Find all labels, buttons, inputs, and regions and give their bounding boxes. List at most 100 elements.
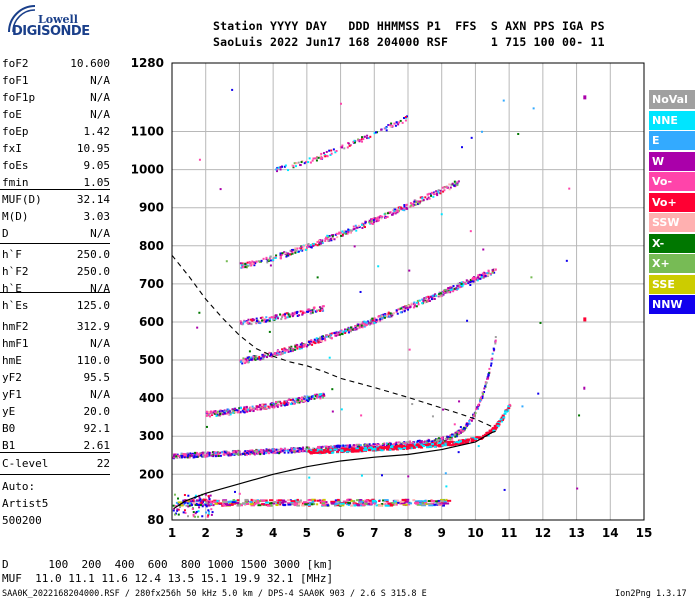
noise-echo — [466, 319, 469, 322]
es-echo — [347, 501, 351, 504]
es-echo — [244, 501, 249, 504]
f2-o-echo — [204, 455, 207, 458]
f2-o-echo — [203, 451, 206, 454]
f2-o-echo — [318, 445, 321, 448]
y-tick-label: 800 — [139, 239, 164, 253]
es-echo — [266, 504, 271, 507]
f2-o-echo — [448, 435, 451, 438]
f2-x-echo — [496, 424, 500, 427]
spread-echo — [264, 407, 267, 410]
f2-o-echo — [249, 451, 252, 454]
f2-o-echo — [202, 455, 205, 458]
f2-o-echo — [437, 438, 440, 441]
f2-3hop-echo — [345, 230, 348, 233]
spread-echo — [246, 407, 249, 410]
es-echo — [226, 504, 232, 507]
f2-2hop-echo — [439, 295, 442, 298]
param-value: N/A — [90, 337, 110, 350]
spread-echo — [239, 410, 242, 413]
clutter-echo — [209, 503, 212, 506]
f2-2hop-echo — [405, 305, 408, 308]
spread-echo — [281, 314, 284, 317]
f2-x-echo — [447, 444, 451, 447]
f2-o-echo — [362, 446, 365, 449]
es-echo — [241, 502, 247, 505]
f2-4hop-echo — [277, 166, 280, 169]
f2-o-echo — [471, 418, 474, 421]
spread-echo — [238, 407, 241, 410]
f2-3hop-echo — [430, 191, 433, 194]
es-echo — [179, 504, 184, 507]
spread-echo — [268, 316, 271, 319]
es-echo — [408, 502, 413, 505]
f2-3hop-echo — [428, 192, 431, 195]
clutter-echo — [200, 501, 203, 504]
param-separator — [0, 292, 110, 293]
param-name: B0 — [2, 422, 16, 435]
spread-echo — [319, 309, 322, 312]
f2-o-echo — [232, 450, 235, 453]
f2-4hop-echo — [385, 129, 388, 132]
f2-o-echo — [237, 451, 240, 454]
f2-3hop-echo — [435, 190, 438, 193]
f2-o-echo — [253, 449, 256, 452]
f2-x-echo — [450, 444, 454, 447]
f2-x-echo — [463, 440, 467, 443]
f2-o-echo — [494, 336, 497, 339]
spread-echo — [267, 405, 270, 408]
param-yf2: yF2 95.5 — [2, 371, 110, 386]
spread-echo — [279, 400, 282, 403]
f2-o-echo — [454, 435, 457, 438]
es-echo — [428, 504, 433, 507]
es-echo — [426, 502, 432, 505]
f2-o-echo — [315, 447, 318, 450]
f2-2hop-echo — [421, 298, 424, 301]
f2-2hop-echo — [246, 356, 249, 359]
legend-item-ssw: SSW — [649, 213, 695, 232]
f2-o-echo — [276, 451, 279, 454]
es-echo — [287, 499, 291, 502]
f2-2hop-echo — [247, 358, 250, 361]
f2-3hop-echo — [297, 250, 300, 253]
es-echo — [280, 501, 285, 504]
f2-3hop-echo — [396, 210, 399, 213]
x-tick-label: 1 — [168, 526, 176, 540]
f2-3hop-echo — [453, 184, 456, 187]
x-tick-label: 14 — [602, 526, 619, 540]
f2-o-echo — [336, 448, 339, 451]
f2-3hop-echo — [274, 255, 277, 258]
f2-x-echo — [490, 430, 494, 433]
f2-o-echo — [180, 452, 183, 455]
f2-2hop-echo — [310, 341, 313, 344]
noise-echo — [521, 405, 524, 408]
param-hme: hmE 110.0 — [2, 354, 110, 369]
f2-2hop-echo — [416, 299, 419, 302]
f2-2hop-echo — [491, 271, 494, 274]
f2-3hop-echo — [308, 245, 311, 248]
f2-2hop-echo — [460, 284, 463, 287]
clutter-echo — [177, 508, 180, 511]
f2-o-echo — [240, 453, 243, 456]
f2-2hop-echo — [262, 354, 265, 357]
spread-echo — [303, 400, 306, 403]
param-he: h`E N/A — [2, 282, 110, 297]
param-value: 125.0 — [76, 299, 110, 312]
es-echo — [439, 500, 444, 503]
f2-o-echo — [200, 454, 203, 457]
f2-o-echo — [269, 450, 272, 453]
f2-4hop-echo — [335, 149, 338, 152]
f2-o-echo — [490, 362, 493, 365]
f2-3hop-echo — [318, 240, 321, 243]
f2-o-echo — [254, 451, 257, 454]
noise-echo — [470, 136, 473, 139]
f2-o-echo — [434, 439, 437, 442]
f2-2hop-echo — [279, 353, 282, 356]
f2-o-echo — [420, 441, 423, 444]
spread-echo — [282, 402, 285, 405]
f2-3hop-echo — [275, 254, 278, 257]
spread-echo — [306, 397, 309, 400]
f2-o-echo — [293, 450, 296, 453]
noise-echo — [461, 146, 464, 149]
es-echo — [208, 499, 211, 502]
f2-o-echo — [381, 442, 384, 445]
